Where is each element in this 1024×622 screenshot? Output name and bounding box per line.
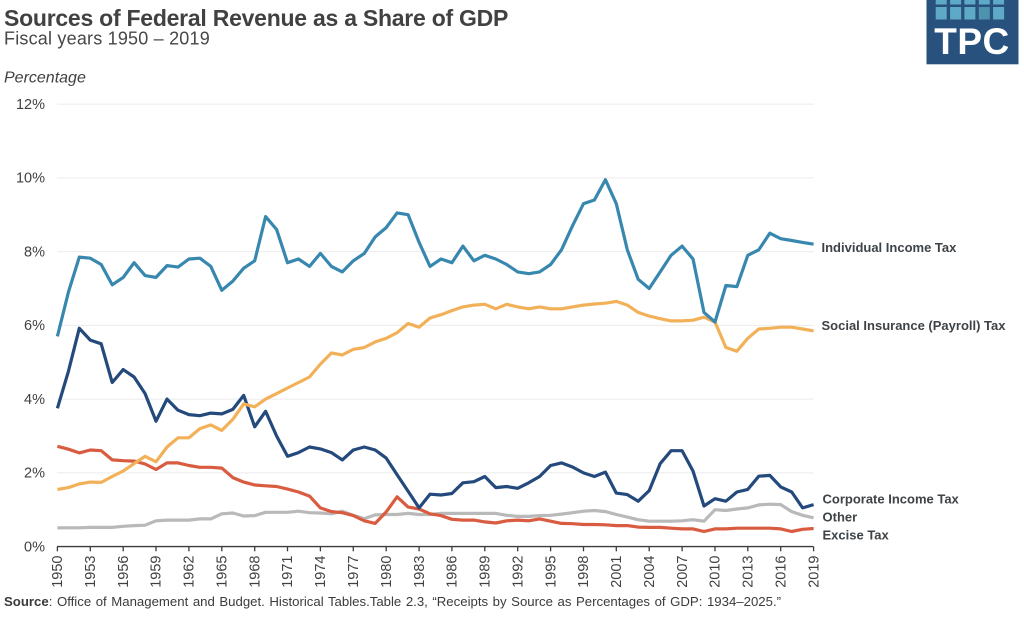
- svg-text:1977: 1977: [346, 556, 362, 588]
- svg-text:1968: 1968: [247, 556, 263, 588]
- svg-text:TPC: TPC: [934, 21, 1010, 62]
- svg-text:1971: 1971: [280, 556, 296, 588]
- svg-text:2004: 2004: [642, 556, 658, 588]
- svg-text:10%: 10%: [16, 171, 45, 187]
- svg-text:1989: 1989: [478, 556, 494, 588]
- svg-text:1953: 1953: [83, 556, 99, 588]
- svg-text:12%: 12%: [16, 97, 45, 113]
- svg-text:1983: 1983: [412, 556, 428, 588]
- svg-text:Excise Tax: Excise Tax: [823, 528, 890, 543]
- svg-text:Source: Office of Management a: Source: Office of Management and Budget.…: [4, 594, 781, 609]
- svg-text:4%: 4%: [24, 392, 45, 408]
- svg-text:2019: 2019: [806, 556, 822, 588]
- svg-text:Corporate Income Tax: Corporate Income Tax: [823, 492, 960, 507]
- svg-text:1959: 1959: [149, 556, 165, 588]
- svg-text:2%: 2%: [24, 466, 45, 482]
- svg-text:2007: 2007: [675, 556, 691, 588]
- svg-text:2013: 2013: [741, 556, 757, 588]
- svg-text:1992: 1992: [510, 556, 526, 588]
- svg-text:1980: 1980: [379, 556, 395, 588]
- svg-text:8%: 8%: [24, 244, 45, 260]
- svg-text:Fiscal years 1950 – 2019: Fiscal years 1950 – 2019: [4, 29, 210, 49]
- svg-text:1950: 1950: [50, 556, 66, 588]
- svg-text:Percentage: Percentage: [4, 70, 86, 87]
- svg-text:Social Insurance (Payroll) Tax: Social Insurance (Payroll) Tax: [822, 318, 1007, 333]
- svg-text:2016: 2016: [773, 556, 789, 588]
- svg-text:1986: 1986: [445, 556, 461, 588]
- svg-text:1995: 1995: [543, 556, 559, 588]
- svg-text:1965: 1965: [215, 556, 231, 588]
- svg-text:Individual Income Tax: Individual Income Tax: [822, 240, 958, 255]
- svg-text:2001: 2001: [609, 556, 625, 588]
- svg-text:1956: 1956: [116, 556, 132, 588]
- svg-text:1974: 1974: [313, 556, 329, 588]
- svg-text:0%: 0%: [24, 539, 45, 555]
- svg-text:2010: 2010: [708, 556, 724, 588]
- svg-text:1998: 1998: [576, 556, 592, 588]
- svg-text:Sources of Federal Revenue as: Sources of Federal Revenue as a Share of…: [4, 5, 508, 31]
- svg-text:Other: Other: [823, 510, 858, 525]
- svg-text:6%: 6%: [24, 318, 45, 334]
- svg-text:1962: 1962: [182, 556, 198, 588]
